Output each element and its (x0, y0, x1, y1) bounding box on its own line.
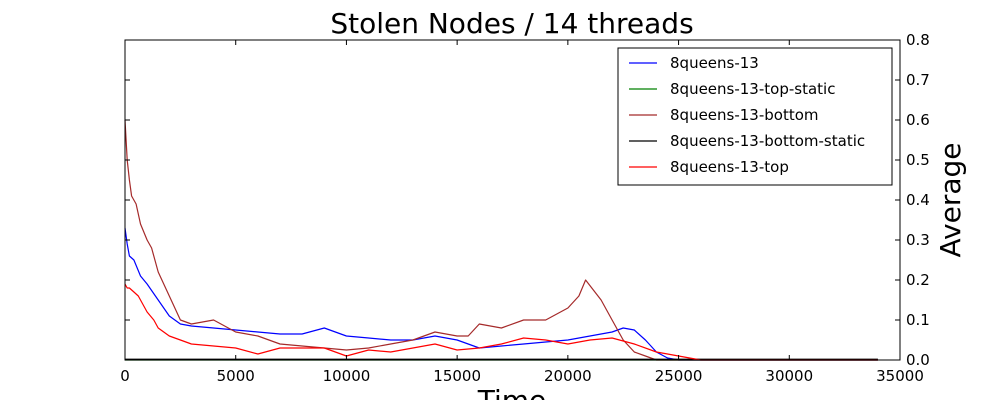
y-tick-label-5: 0.5 (906, 151, 930, 169)
legend: 8queens-13 8queens-13-top-static 8queens-1… (617, 47, 893, 186)
y-tick-label-8: 0.8 (906, 31, 930, 49)
legend-label-0: 8queens-13 (670, 54, 759, 72)
series-line-0 (124, 227, 878, 361)
y-tick-label-4: 0.4 (906, 191, 930, 209)
y-axis-label: Average (934, 143, 967, 258)
legend-label-2: 8queens-13-bottom (670, 106, 819, 124)
x-tick-label-3: 15000 (433, 367, 481, 385)
legend-box (617, 47, 893, 186)
chart-title: Stolen Nodes / 14 threads (330, 7, 693, 40)
x-tick-label-0: 0 (120, 367, 130, 385)
series-line-4 (124, 283, 878, 361)
legend-label-3: 8queens-13-bottom-static (670, 132, 865, 150)
legend-label-1: 8queens-13-top-static (670, 80, 835, 98)
y-axis: 0.0 0.1 0.2 0.3 0.4 0.5 0.6 0.7 0.8 (125, 31, 930, 369)
y-tick-label-0: 0.0 (906, 351, 930, 369)
x-tick-label-5: 25000 (655, 367, 703, 385)
x-axis: 0 5000 10000 15000 20000 25000 30000 35000 (120, 40, 924, 385)
x-tick-label-2: 10000 (323, 367, 371, 385)
y-tick-label-1: 0.1 (906, 311, 930, 329)
y-tick-label-3: 0.3 (906, 231, 930, 249)
series-line-2 (124, 119, 878, 361)
y-tick-label-6: 0.6 (906, 111, 930, 129)
legend-label-4: 8queens-13-top (670, 158, 789, 176)
x-tick-label-4: 20000 (544, 367, 592, 385)
x-tick-label-6: 30000 (765, 367, 813, 385)
y-tick-label-7: 0.7 (906, 71, 930, 89)
x-axis-label: Time (477, 384, 547, 400)
x-tick-label-1: 5000 (217, 367, 255, 385)
y-tick-label-2: 0.2 (906, 271, 930, 289)
x-tick-label-7: 35000 (876, 367, 924, 385)
